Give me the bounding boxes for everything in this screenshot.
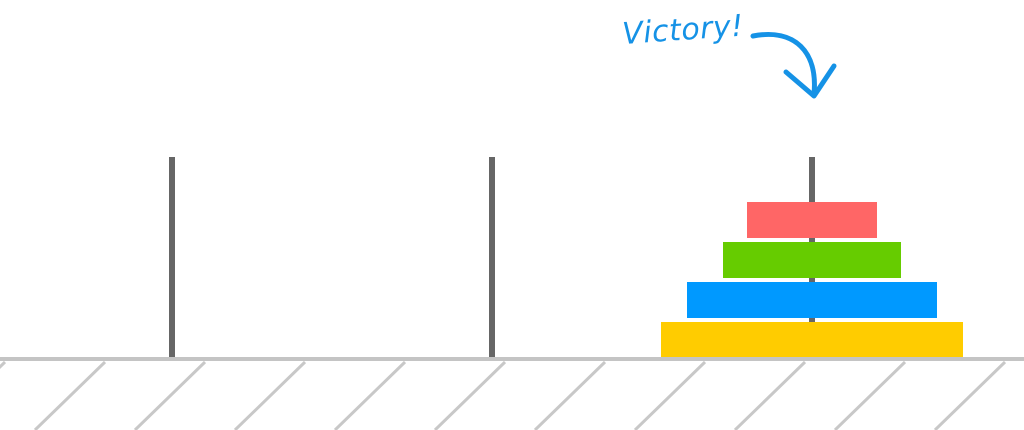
ground-hatch-line — [233, 360, 307, 430]
ground-hatch-line — [633, 360, 707, 430]
ground-hatch-line — [333, 360, 407, 430]
ground-hatch-line — [433, 360, 507, 430]
ground-hatch-line — [133, 360, 207, 430]
ground-hatching — [0, 360, 1007, 430]
ground-line — [0, 357, 1024, 361]
peg-middle[interactable] — [489, 157, 495, 359]
ground-hatch-line — [933, 360, 1007, 430]
victory-arrow-icon — [750, 32, 837, 99]
ground-hatch-line — [733, 360, 807, 430]
disk-stack — [661, 202, 963, 358]
disk-size-2[interactable] — [723, 242, 901, 278]
disk-size-1[interactable] — [747, 202, 877, 238]
disk-size-4[interactable] — [661, 322, 963, 358]
peg-left[interactable] — [169, 157, 175, 359]
disk-size-3[interactable] — [687, 282, 937, 318]
ground-hatch-line — [533, 360, 607, 430]
ground-hatch-line — [33, 360, 107, 430]
ground-hatch-line — [833, 360, 907, 430]
ground-hatch-line — [0, 360, 7, 369]
victory-message: Victory! — [621, 9, 745, 52]
